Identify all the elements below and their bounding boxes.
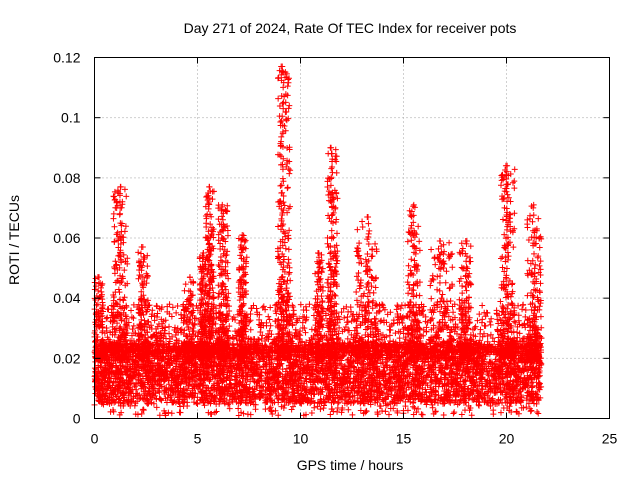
- data-point: [245, 411, 251, 417]
- data-point: [177, 409, 183, 415]
- data-point: [212, 410, 218, 416]
- data-point: [208, 411, 214, 417]
- data-point: [181, 403, 187, 409]
- chart-title: Day 271 of 2024, Rate Of TEC Index for r…: [184, 20, 517, 36]
- data-point: [158, 397, 164, 403]
- data-point: [235, 405, 241, 411]
- data-point: [275, 400, 281, 406]
- data-point: [311, 405, 317, 411]
- data-point: [420, 412, 426, 418]
- data-point: [154, 404, 160, 410]
- data-point: [450, 411, 456, 417]
- data-point: [351, 399, 357, 405]
- data-point: [530, 384, 536, 390]
- points-layer: [92, 64, 545, 419]
- data-point: [289, 407, 295, 413]
- data-point: [535, 410, 541, 416]
- data-point: [309, 410, 315, 416]
- data-point: [213, 408, 219, 414]
- x-axis-label: GPS time / hours: [297, 457, 404, 473]
- data-point: [169, 410, 175, 416]
- data-point: [534, 409, 540, 415]
- data-point: [157, 412, 163, 418]
- data-point: [336, 399, 342, 405]
- data-point: [498, 410, 504, 416]
- data-point: [345, 407, 351, 413]
- data-point: [459, 412, 465, 418]
- data-point: [317, 406, 323, 412]
- data-point: [501, 405, 507, 411]
- data-point: [386, 412, 392, 418]
- data-point: [490, 407, 496, 413]
- data-point: [462, 407, 468, 413]
- data-point: [451, 409, 457, 415]
- data-point: [268, 407, 274, 413]
- y-axis-label: ROTI / TECUs: [6, 195, 22, 285]
- data-point: [275, 412, 281, 418]
- data-point: [327, 412, 333, 418]
- data-point: [441, 412, 447, 418]
